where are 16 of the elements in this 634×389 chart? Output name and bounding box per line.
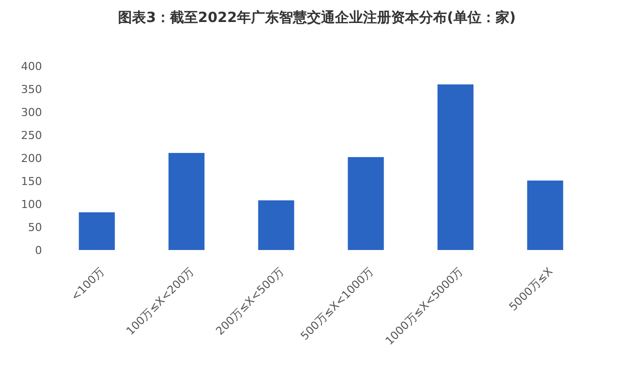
bar	[258, 200, 294, 250]
y-tick-label: 300	[21, 106, 42, 119]
bar	[168, 152, 204, 250]
y-tick-label: 250	[21, 129, 42, 142]
bar	[438, 84, 474, 250]
bar	[348, 157, 384, 250]
y-tick-label: 350	[21, 83, 42, 96]
bar	[527, 180, 564, 250]
y-tick-label: 100	[21, 198, 42, 211]
bar	[78, 212, 115, 250]
y-tick-label: 50	[28, 221, 42, 234]
y-tick-label: 150	[21, 175, 42, 188]
chart-title: 图表3：截至2022年广东智慧交通企业注册资本分布(单位：家)	[118, 9, 516, 26]
y-tick-label: 400	[21, 60, 42, 73]
y-tick-label: 200	[21, 152, 42, 165]
y-tick-label: 0	[35, 244, 42, 257]
